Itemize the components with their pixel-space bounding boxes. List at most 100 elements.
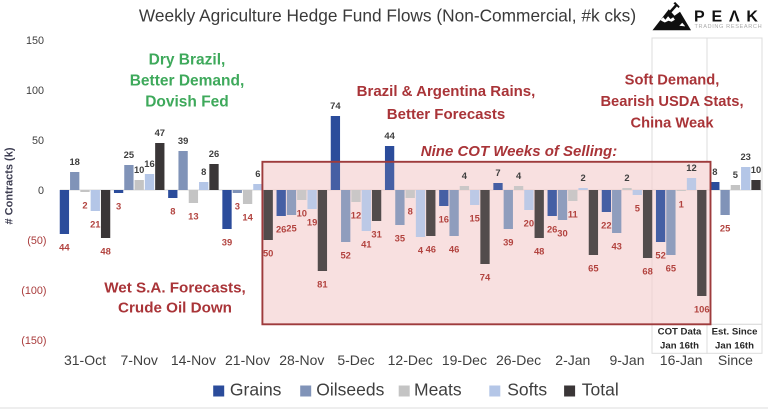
svg-text:4: 4 bbox=[418, 245, 424, 256]
svg-text:25: 25 bbox=[124, 149, 134, 160]
svg-text:74: 74 bbox=[330, 100, 341, 111]
svg-text:47: 47 bbox=[155, 127, 165, 138]
svg-text:Brazil & Argentina Rains,: Brazil & Argentina Rains, bbox=[357, 83, 536, 100]
svg-text:44: 44 bbox=[59, 242, 70, 253]
svg-text:Weekly Agriculture Hedge Fund: Weekly Agriculture Hedge Fund Flows (Non… bbox=[139, 6, 636, 26]
svg-text:# Contracts (k): # Contracts (k) bbox=[4, 147, 16, 224]
svg-text:18: 18 bbox=[69, 156, 79, 167]
svg-text:50: 50 bbox=[263, 248, 273, 259]
svg-text:14: 14 bbox=[242, 212, 253, 223]
svg-text:15: 15 bbox=[469, 213, 479, 224]
svg-text:Since: Since bbox=[718, 352, 753, 368]
svg-text:Est. Since: Est. Since bbox=[712, 327, 758, 338]
svg-text:48: 48 bbox=[100, 246, 110, 257]
svg-text:65: 65 bbox=[588, 263, 598, 274]
svg-text:106: 106 bbox=[694, 304, 710, 315]
svg-text:Soft Demand,: Soft Demand, bbox=[625, 72, 720, 88]
svg-text:4: 4 bbox=[462, 170, 468, 181]
svg-text:6: 6 bbox=[255, 168, 260, 179]
svg-text:Dry Brazil,: Dry Brazil, bbox=[149, 52, 226, 69]
svg-text:4: 4 bbox=[516, 170, 522, 181]
svg-text:1: 1 bbox=[679, 199, 684, 210]
svg-text:68: 68 bbox=[642, 266, 652, 277]
svg-text:TRADING RESEARCH: TRADING RESEARCH bbox=[695, 24, 763, 30]
svg-text:100: 100 bbox=[26, 85, 44, 97]
svg-text:16: 16 bbox=[439, 214, 449, 225]
svg-text:3: 3 bbox=[116, 201, 121, 212]
svg-text:Total: Total bbox=[582, 380, 619, 400]
svg-text:Wet S.A. Forecasts,: Wet S.A. Forecasts, bbox=[104, 280, 246, 297]
svg-text:39: 39 bbox=[178, 135, 188, 146]
svg-text:28-Nov: 28-Nov bbox=[279, 352, 324, 368]
svg-text:26-Dec: 26-Dec bbox=[496, 352, 541, 368]
svg-text:44: 44 bbox=[384, 130, 395, 141]
svg-text:26: 26 bbox=[209, 148, 219, 159]
svg-text:19-Dec: 19-Dec bbox=[442, 352, 487, 368]
svg-text:Jan 16th: Jan 16th bbox=[715, 341, 754, 352]
svg-text:39: 39 bbox=[222, 237, 232, 248]
svg-text:7-Nov: 7-Nov bbox=[121, 352, 158, 368]
svg-text:8: 8 bbox=[712, 166, 717, 177]
svg-text:25: 25 bbox=[720, 223, 730, 234]
svg-text:2: 2 bbox=[82, 200, 87, 211]
svg-text:12: 12 bbox=[686, 162, 696, 173]
svg-text:Nine COT Weeks of Selling:: Nine COT Weeks of Selling: bbox=[421, 143, 617, 160]
svg-text:41: 41 bbox=[361, 239, 371, 250]
svg-text:26: 26 bbox=[547, 224, 557, 235]
svg-text:2: 2 bbox=[580, 172, 585, 183]
svg-text:30: 30 bbox=[557, 228, 567, 239]
svg-text:81: 81 bbox=[317, 279, 327, 290]
svg-text:2: 2 bbox=[624, 172, 629, 183]
svg-text:9-Jan: 9-Jan bbox=[609, 352, 644, 368]
svg-text:Meats: Meats bbox=[414, 380, 462, 400]
svg-text:48: 48 bbox=[534, 246, 544, 257]
svg-text:20: 20 bbox=[524, 218, 534, 229]
svg-text:11: 11 bbox=[568, 209, 578, 220]
svg-text:Grains: Grains bbox=[230, 380, 282, 400]
svg-text:46: 46 bbox=[449, 244, 459, 255]
svg-text:7: 7 bbox=[495, 167, 500, 178]
svg-text:50: 50 bbox=[32, 135, 44, 147]
svg-text:Dovish Fed: Dovish Fed bbox=[145, 94, 229, 111]
svg-text:Jan 16th: Jan 16th bbox=[660, 341, 699, 352]
svg-text:(100): (100) bbox=[21, 285, 46, 297]
svg-text:16-Jan: 16-Jan bbox=[660, 352, 703, 368]
svg-text:52: 52 bbox=[340, 250, 350, 261]
svg-text:22: 22 bbox=[601, 220, 611, 231]
svg-text:8: 8 bbox=[201, 166, 206, 177]
svg-text:21-Nov: 21-Nov bbox=[225, 352, 270, 368]
svg-text:46: 46 bbox=[426, 244, 436, 255]
svg-text:25: 25 bbox=[286, 223, 296, 234]
svg-text:PEΛK: PEΛK bbox=[694, 9, 765, 26]
svg-text:10: 10 bbox=[297, 208, 307, 219]
svg-text:150: 150 bbox=[26, 35, 44, 47]
svg-text:13: 13 bbox=[188, 211, 198, 222]
svg-text:Softs: Softs bbox=[507, 380, 547, 400]
svg-text:52: 52 bbox=[655, 250, 665, 261]
svg-text:31-Oct: 31-Oct bbox=[64, 352, 106, 368]
svg-text:China Weak: China Weak bbox=[631, 115, 715, 131]
svg-text:COT Data: COT Data bbox=[658, 327, 702, 338]
svg-text:74: 74 bbox=[480, 272, 491, 283]
svg-text:(150): (150) bbox=[21, 335, 46, 347]
svg-text:5: 5 bbox=[733, 169, 738, 180]
svg-text:0: 0 bbox=[38, 185, 44, 197]
svg-text:2-Jan: 2-Jan bbox=[555, 352, 590, 368]
svg-text:Better Demand,: Better Demand, bbox=[130, 73, 245, 90]
svg-text:5: 5 bbox=[635, 203, 640, 214]
svg-text:26: 26 bbox=[276, 224, 286, 235]
svg-text:14-Nov: 14-Nov bbox=[171, 352, 216, 368]
svg-text:3: 3 bbox=[235, 201, 240, 212]
svg-text:Bearish USDA Stats,: Bearish USDA Stats, bbox=[600, 94, 743, 110]
svg-text:65: 65 bbox=[666, 263, 676, 274]
svg-text:12-Dec: 12-Dec bbox=[388, 352, 433, 368]
svg-text:19: 19 bbox=[307, 217, 317, 228]
svg-text:21: 21 bbox=[90, 219, 100, 230]
svg-text:5-Dec: 5-Dec bbox=[337, 352, 374, 368]
svg-text:31: 31 bbox=[371, 229, 381, 240]
svg-text:Better Forecasts: Better Forecasts bbox=[387, 106, 505, 123]
svg-text:12: 12 bbox=[351, 210, 361, 221]
svg-text:23: 23 bbox=[740, 151, 750, 162]
svg-text:35: 35 bbox=[395, 233, 405, 244]
svg-text:Crude Oil Down: Crude Oil Down bbox=[118, 300, 232, 317]
